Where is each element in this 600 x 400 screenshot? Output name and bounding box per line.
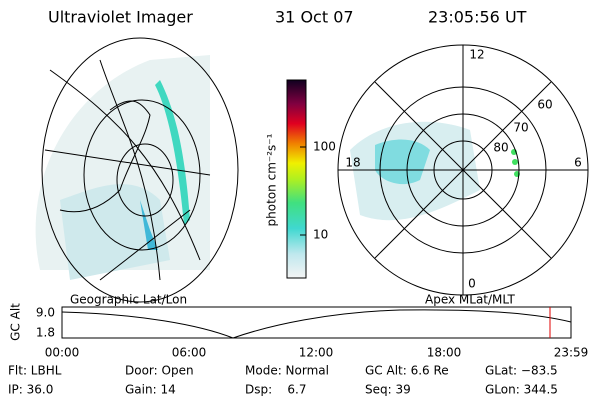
status-field: GLon: 344.5: [485, 383, 558, 397]
status-field: Flt: LBHL: [8, 364, 62, 378]
map-label: Apex MLat/MLT: [425, 293, 515, 307]
geo-map: [35, 37, 239, 303]
status-field: Dsp: 6.7: [245, 383, 307, 397]
timeline-y-label: 9.0: [36, 306, 55, 320]
timeline-box: [61, 306, 572, 339]
polar-label: 6: [574, 156, 582, 170]
colorbar-label: photon cm⁻²s⁻¹: [265, 133, 279, 226]
status-field: IP: 36.0: [8, 383, 53, 397]
date: 31 Oct 07: [275, 8, 354, 27]
status-field: Gain: 14: [125, 383, 176, 397]
polar-map: [337, 44, 589, 296]
polar-label: 0: [468, 277, 476, 291]
timeline-y-label: 1.8: [36, 326, 55, 340]
polar-label: 18: [345, 156, 360, 170]
timeline-x-label: 12:00: [299, 346, 334, 360]
altitude-curve: [61, 309, 572, 339]
timeline-x-label: 06:00: [172, 346, 207, 360]
status-field: GC Alt: 6.6 Re: [365, 364, 449, 378]
colorbar: [286, 79, 307, 279]
status-field: Seq: 39: [365, 383, 411, 397]
polar-label: 60: [537, 98, 552, 112]
time: 23:05:56 UT: [428, 8, 527, 27]
timeline-x-label: 18:00: [427, 346, 462, 360]
map-label: Geographic Lat/Lon: [70, 293, 187, 307]
status-field: Door: Open: [125, 364, 194, 378]
timeline-x-label: 00:00: [45, 346, 80, 360]
polar-label: 80: [493, 141, 508, 155]
polar-label: 70: [513, 121, 528, 135]
colorbar-tick: 100: [313, 140, 336, 154]
timeline-axis-label: GC Alt: [9, 303, 23, 341]
title: Ultraviolet Imager: [48, 8, 193, 27]
polar-label: 12: [469, 48, 484, 62]
timeline-x-label: 23:59: [554, 346, 589, 360]
status-field: GLat: −83.5: [485, 364, 558, 378]
footer: Flt: LBHL Door: Open Mode: Normal GC Alt: 6…: [8, 364, 558, 397]
colorbar-tick: 10: [313, 228, 328, 242]
status-field: Mode: Normal: [245, 364, 329, 378]
